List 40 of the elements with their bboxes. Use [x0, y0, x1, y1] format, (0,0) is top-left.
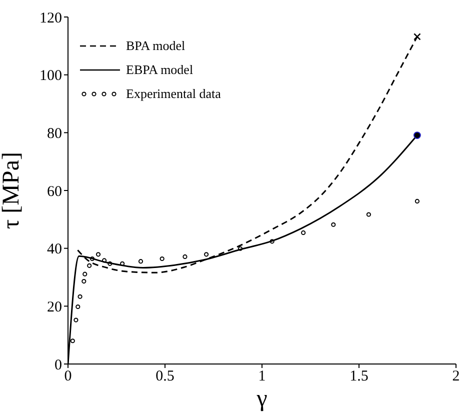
- x-axis-title: γ: [256, 386, 268, 412]
- point: [270, 239, 274, 244]
- point: [182, 254, 188, 260]
- point: [366, 212, 371, 217]
- point: [138, 259, 144, 264]
- point: [74, 318, 78, 322]
- point: [414, 33, 421, 40]
- y-tick-label: 0: [54, 357, 62, 374]
- point: [96, 252, 101, 257]
- legend-label: Experimental data: [126, 85, 221, 103]
- point: [87, 263, 92, 268]
- legend-label: EBPA model: [126, 61, 194, 79]
- y-tick-label: 80: [47, 126, 62, 142]
- point: [204, 252, 209, 257]
- point: [160, 256, 164, 262]
- point: [414, 132, 421, 139]
- point: [70, 338, 75, 344]
- y-tick-label: 120: [40, 10, 62, 26]
- point: [301, 230, 306, 236]
- point: [238, 246, 243, 251]
- x-tick-label: 0: [64, 368, 72, 385]
- x-tick-label: 1: [258, 368, 266, 385]
- y-tick-label: 40: [47, 242, 62, 258]
- point: [82, 279, 86, 284]
- x-tick-label: 2: [452, 368, 460, 385]
- point: [90, 256, 95, 262]
- point: [102, 258, 107, 263]
- y-axis-title: τ [MPa]: [0, 152, 25, 229]
- point: [414, 198, 420, 204]
- y-tick-label: 20: [47, 299, 62, 316]
- point: [82, 272, 88, 276]
- y-tick-label: 60: [47, 184, 62, 200]
- legend-label: BPA model: [126, 37, 186, 55]
- x-tick-label: 0.5: [156, 368, 174, 385]
- point: [331, 222, 336, 227]
- point: [108, 261, 112, 266]
- point: [78, 294, 82, 299]
- y-tick-label: 100: [40, 68, 62, 84]
- x-tick-label: 1.5: [350, 368, 368, 385]
- point: [76, 304, 80, 310]
